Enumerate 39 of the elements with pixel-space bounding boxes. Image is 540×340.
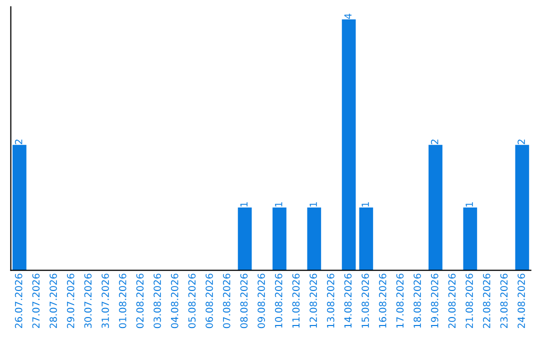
x-tick-label: 21.08.2026 xyxy=(466,274,473,328)
data-label: 1 xyxy=(240,202,248,206)
data-label: 1 xyxy=(275,202,282,206)
x-tick-label: 07.08.2026 xyxy=(222,274,230,328)
x-tick-label: 31.07.2026 xyxy=(102,274,109,328)
x-tick-label: 26.07.2026 xyxy=(14,274,22,328)
x-tick-label: 05.08.2026 xyxy=(188,274,196,328)
x-tick-label: 17.08.2026 xyxy=(396,274,404,328)
x-tick-label: 04.08.2026 xyxy=(170,274,178,328)
x-tick-label: 12.08.2026 xyxy=(310,274,317,328)
x-tick-label: 18.08.2026 xyxy=(414,274,421,328)
data-label: 2 xyxy=(430,140,438,144)
x-tick-label: 03.08.2026 xyxy=(154,274,161,328)
data-label: 1 xyxy=(310,202,317,206)
x-tick-label: 01.08.2026 xyxy=(118,274,126,328)
x-tick-label: 20.08.2026 xyxy=(448,274,456,328)
x-tick-label: 19.08.2026 xyxy=(430,274,438,328)
data-label: 2 xyxy=(518,140,525,144)
x-tick-label: 22.08.2026 xyxy=(482,274,490,328)
x-tick-label: 24.08.2026 xyxy=(518,274,525,328)
data-label: 1 xyxy=(466,202,473,206)
data-label: 4 xyxy=(344,14,352,19)
x-tick-label: 02.08.2026 xyxy=(136,274,144,328)
x-tick-label: 30.07.2026 xyxy=(84,274,92,328)
data-label: 2 xyxy=(14,140,22,144)
x-tick-label: 10.08.2026 xyxy=(274,274,282,328)
x-tick-label: 23.08.2026 xyxy=(500,274,508,328)
x-tick-label: 29.07.2026 xyxy=(66,274,74,328)
x-tick-label: 27.07.2026 xyxy=(32,274,40,328)
x-tick-label: 08.08.2026 xyxy=(240,274,248,328)
x-tick-label: 14.08.2026 xyxy=(344,274,352,328)
x-tick-label: 11.08.2026 xyxy=(292,274,300,328)
x-tick-label: 09.08.2026 xyxy=(258,274,265,328)
x-tick-label: 15.08.2026 xyxy=(362,274,369,328)
x-tick-label: 06.08.2026 xyxy=(206,274,213,328)
x-tick-label: 28.07.2026 xyxy=(50,274,57,328)
x-tick-label: 16.08.2026 xyxy=(378,274,386,328)
x-tick-label: 13.08.2026 xyxy=(326,274,334,328)
data-label: 1 xyxy=(362,202,369,206)
